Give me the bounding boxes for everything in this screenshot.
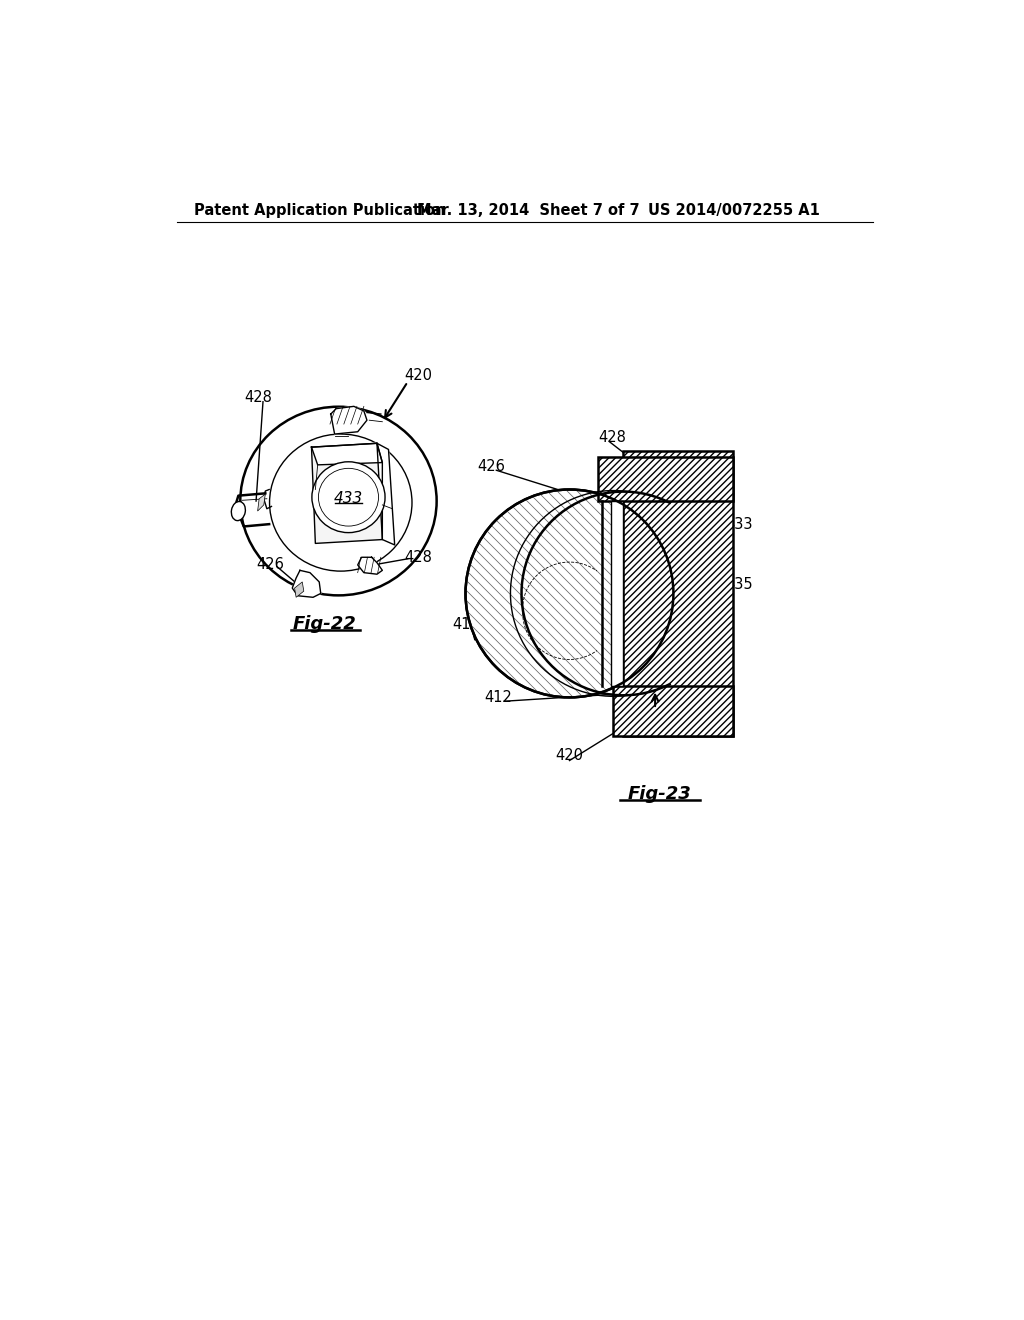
Bar	[611, 502, 624, 686]
Polygon shape	[377, 444, 394, 545]
Text: Fig-23: Fig-23	[628, 784, 691, 803]
Bar	[598, 457, 733, 502]
Bar	[613, 686, 733, 737]
Polygon shape	[295, 582, 304, 597]
Ellipse shape	[270, 434, 412, 570]
Polygon shape	[331, 407, 367, 434]
Text: 420: 420	[404, 368, 433, 383]
Polygon shape	[258, 494, 265, 511]
Polygon shape	[357, 557, 382, 574]
Text: 433: 433	[726, 516, 754, 532]
Text: 426: 426	[256, 557, 284, 573]
Text: 428: 428	[599, 429, 627, 445]
Text: 426: 426	[477, 459, 505, 474]
Text: 435: 435	[726, 577, 754, 591]
Text: 433: 433	[334, 491, 364, 507]
Text: 412: 412	[484, 690, 513, 705]
Polygon shape	[311, 444, 382, 544]
Text: Patent Application Publication: Patent Application Publication	[194, 203, 445, 218]
Text: 428: 428	[403, 549, 432, 565]
Text: 428: 428	[245, 389, 272, 405]
Polygon shape	[292, 570, 321, 597]
Circle shape	[466, 490, 674, 697]
Bar	[624, 451, 733, 737]
Text: Mar. 13, 2014  Sheet 7 of 7: Mar. 13, 2014 Sheet 7 of 7	[417, 203, 640, 218]
Text: 418: 418	[453, 616, 480, 632]
Text: US 2014/0072255 A1: US 2014/0072255 A1	[648, 203, 820, 218]
Polygon shape	[311, 444, 382, 465]
Ellipse shape	[312, 462, 385, 532]
Ellipse shape	[231, 502, 246, 520]
Text: 420: 420	[555, 747, 584, 763]
Text: Fig-22: Fig-22	[292, 615, 356, 634]
